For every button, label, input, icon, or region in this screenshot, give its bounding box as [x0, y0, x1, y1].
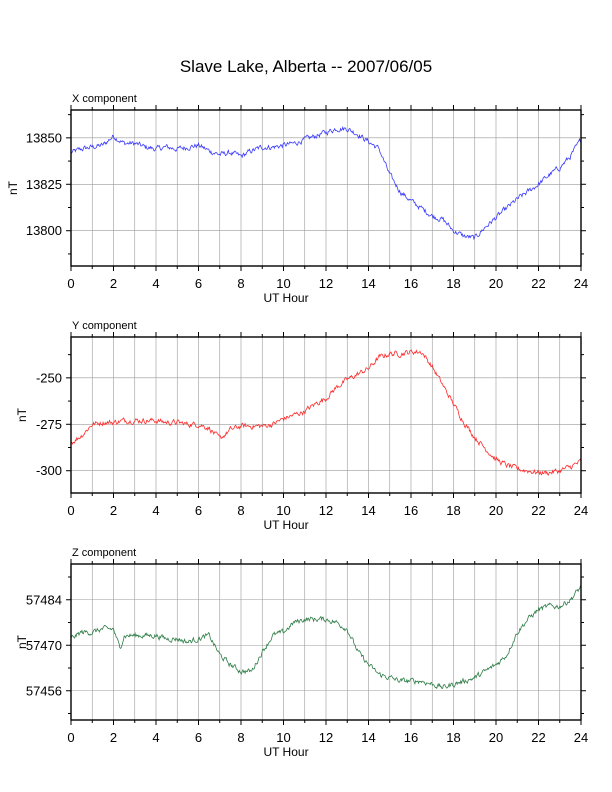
x-tick-label: 10	[276, 503, 290, 518]
x-tick-label: 12	[319, 276, 333, 291]
y-tick-label: 13825	[26, 177, 62, 192]
x-tick-label: 0	[67, 276, 74, 291]
x-tick-label: 4	[152, 730, 159, 745]
x-axis-label: UT Hour	[263, 291, 308, 305]
y-axis-label: nT	[15, 634, 29, 649]
figure-title: Slave Lake, Alberta -- 2007/06/05	[179, 57, 433, 76]
y-tick-label: 13850	[26, 130, 62, 145]
x-tick-label: 22	[531, 276, 545, 291]
x-tick-label: 18	[446, 730, 460, 745]
y-axis-label: nT	[15, 407, 29, 422]
x-tick-label: 6	[195, 276, 202, 291]
y-tick-label: -300	[36, 463, 62, 478]
y-tick-label: 13800	[26, 223, 62, 238]
x-tick-label: 0	[67, 730, 74, 745]
x-tick-label: 14	[361, 730, 375, 745]
x-tick-label: 22	[531, 503, 545, 518]
y-tick-label: 57484	[26, 592, 62, 607]
x-tick-label: 10	[276, 730, 290, 745]
y-tick-label: 57470	[26, 638, 62, 653]
x-tick-label: 18	[446, 503, 460, 518]
x-tick-label: 14	[361, 503, 375, 518]
y-tick-label: 57456	[26, 683, 62, 698]
x-tick-label: 6	[195, 503, 202, 518]
x-tick-label: 6	[195, 730, 202, 745]
x-tick-label: 16	[404, 503, 418, 518]
x-tick-label: 24	[574, 276, 588, 291]
x-tick-label: 4	[152, 276, 159, 291]
x-tick-label: 20	[489, 503, 503, 518]
y-axis-label: nT	[6, 180, 20, 195]
x-tick-label: 12	[319, 503, 333, 518]
x-tick-label: 0	[67, 503, 74, 518]
panel-title: X component	[72, 93, 137, 105]
x-axis-label: UT Hour	[263, 518, 308, 532]
panel-title: Z component	[72, 547, 136, 559]
x-tick-label: 8	[237, 503, 244, 518]
y-tick-label: -275	[36, 417, 62, 432]
x-tick-label: 18	[446, 276, 460, 291]
x-tick-label: 24	[574, 730, 588, 745]
x-tick-label: 10	[276, 276, 290, 291]
x-tick-label: 16	[404, 730, 418, 745]
series-line	[70, 349, 582, 476]
x-tick-label: 2	[110, 503, 117, 518]
x-tick-label: 2	[110, 730, 117, 745]
x-axis-label: UT Hour	[263, 745, 308, 759]
x-tick-label: 14	[361, 276, 375, 291]
series-line	[70, 585, 582, 690]
panel-title: Y component	[72, 320, 137, 332]
y-tick-label: -250	[36, 370, 62, 385]
x-tick-label: 4	[152, 503, 159, 518]
x-tick-label: 22	[531, 730, 545, 745]
x-tick-label: 2	[110, 276, 117, 291]
x-tick-label: 12	[319, 730, 333, 745]
x-tick-label: 24	[574, 503, 588, 518]
series-line	[70, 125, 582, 241]
x-tick-label: 20	[489, 276, 503, 291]
x-tick-label: 8	[237, 276, 244, 291]
x-tick-label: 8	[237, 730, 244, 745]
x-tick-label: 20	[489, 730, 503, 745]
x-tick-label: 16	[404, 276, 418, 291]
